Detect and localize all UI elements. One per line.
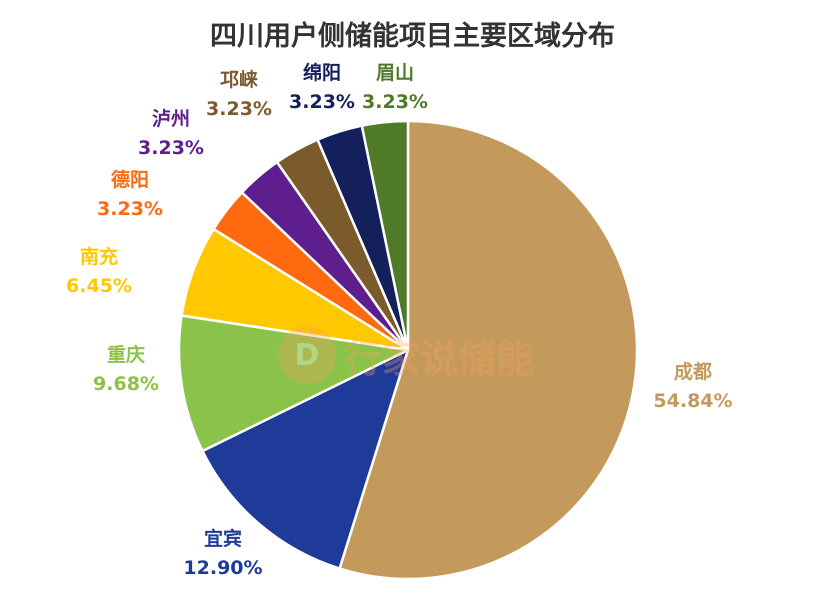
- pie-slice-9: [360, 119, 410, 352]
- pie-slice-2: [201, 348, 410, 570]
- slice-category-label: 南充: [80, 245, 118, 268]
- pie-labels: 成都 54.84% 宜宾 12.90% 重庆 9.68% 南充 6.45% 德阳 3.23% 泸州 3…: [66, 61, 733, 579]
- watermark-logo-icon: D: [278, 326, 336, 384]
- slice-value-label: 3.23%: [97, 198, 163, 220]
- slice-value-label: 3.23%: [138, 137, 204, 159]
- slice-category-label: 绵阳: [303, 61, 341, 84]
- slice-category-label: 眉山: [376, 62, 414, 84]
- slice-label-4: 南充 6.45%: [66, 245, 132, 297]
- slice-label-3: 重庆 9.68%: [93, 343, 159, 395]
- slice-value-label: 3.23%: [289, 91, 355, 113]
- slice-value-label: 6.45%: [66, 275, 132, 297]
- pie-slices: [177, 119, 639, 581]
- slice-value-label: 54.84%: [653, 390, 732, 412]
- slice-label-5: 德阳 3.23%: [97, 168, 163, 220]
- slice-category-label: 邛崃: [220, 69, 258, 91]
- slice-value-label: 3.23%: [206, 98, 272, 120]
- slice-category-label: 德阳: [111, 168, 149, 191]
- slice-label-7: 邛崃 3.23%: [206, 69, 272, 120]
- chart-title: 四川用户侧储能项目主要区域分布: [210, 21, 615, 52]
- slice-category-label: 宜宾: [204, 527, 242, 550]
- slice-value-label: 9.68%: [93, 373, 159, 395]
- watermark: D 行家说储能: [278, 326, 534, 384]
- slice-label-9: 眉山 3.23%: [362, 62, 428, 113]
- pie-slice-1: [338, 119, 639, 581]
- pie-slice-3: [177, 314, 410, 453]
- slice-category-label: 重庆: [107, 343, 145, 366]
- slice-label-1: 成都 54.84%: [653, 360, 732, 412]
- slice-category-label: 泸州: [152, 108, 190, 130]
- slice-value-label: 3.23%: [362, 91, 428, 113]
- slice-label-6: 泸州 3.23%: [138, 108, 204, 159]
- watermark-text: 行家说储能: [344, 336, 535, 381]
- slice-label-2: 宜宾 12.90%: [183, 527, 262, 579]
- slice-label-8: 绵阳 3.23%: [289, 61, 355, 113]
- slice-category-label: 成都: [674, 360, 712, 383]
- slice-value-label: 12.90%: [183, 557, 262, 579]
